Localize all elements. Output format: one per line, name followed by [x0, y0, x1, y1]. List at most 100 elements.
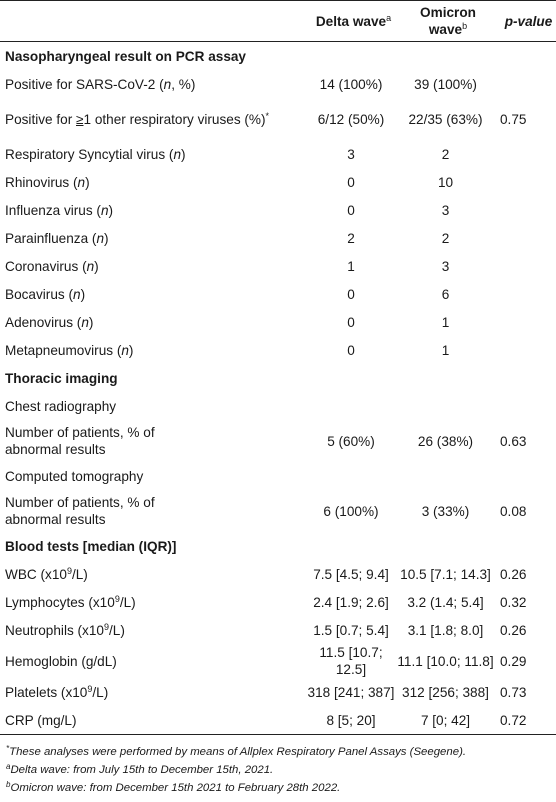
table-row: Metapneumovirus (n) 0 1: [0, 336, 556, 364]
row-label: Positive for SARS-CoV-2 (n, %): [5, 76, 196, 92]
delta-value: 8 [5; 20]: [307, 706, 395, 735]
table-row: Lymphocytes (x109/L) 2.4 [1.9; 2.6] 3.2 …: [0, 588, 556, 616]
row-label: Number of patients, % of abnormal result…: [5, 425, 155, 457]
delta-value: 0: [347, 342, 355, 358]
row-label: Positive for ≥1 other respiratory viruse…: [5, 110, 270, 127]
omicron-value: 39 (100%): [414, 76, 477, 92]
p-value: [496, 280, 556, 308]
header-empty: [0, 0, 307, 42]
omicron-value: 11.1 [10.0; 11.8]: [397, 653, 494, 669]
delta-value: 14 (100%): [319, 76, 383, 92]
delta-value: 6 (100%): [323, 503, 379, 519]
p-value: [496, 196, 556, 224]
row-label: Platelets (x109/L): [5, 683, 109, 700]
table-row: Influenza virus (n) 0 3: [0, 196, 556, 224]
p-value: 0.73: [500, 684, 527, 700]
p-value: [496, 252, 556, 280]
header-row: Delta wavea Omicron waveb p-value: [0, 0, 556, 42]
table-row: CRP (mg/L) 8 [5; 20] 7 [0; 42] 0.72: [0, 706, 556, 735]
subsection-label: Chest radiography: [5, 398, 117, 414]
omicron-value: 26 (38%): [417, 433, 474, 449]
omicron-value: 2: [441, 230, 450, 246]
section-nasopharyngeal: Nasopharyngeal result on PCR assay: [5, 48, 246, 64]
p-value: 0.75: [500, 111, 527, 127]
p-value: [496, 224, 556, 252]
p-value: 0.63: [500, 433, 527, 449]
omicron-value: 3.1 [1.8; 8.0]: [407, 622, 484, 638]
delta-value: 0: [347, 314, 355, 330]
row-label: Bocavirus (n): [5, 286, 86, 302]
data-table: Delta wavea Omicron waveb p-value Nasoph…: [0, 0, 556, 735]
footnote-b: bOmicron wave: from December 15th 2021 t…: [6, 780, 341, 795]
p-value: 0.08: [500, 503, 527, 519]
p-value: [496, 140, 556, 168]
omicron-value: 1: [441, 314, 450, 330]
delta-value: 318 [241; 387]: [307, 684, 395, 700]
row-label: Coronavirus (n): [5, 258, 99, 274]
row-label: CRP (mg/L): [0, 706, 307, 735]
row-label: Adenovirus (n): [5, 314, 94, 330]
table-row: Adenovirus (n) 0 1: [0, 308, 556, 336]
footnotes: *These analyses were performed by means …: [0, 735, 556, 797]
delta-value: 3: [347, 146, 355, 162]
omicron-value: 2: [441, 146, 450, 162]
subsection-label: Computed tomography: [5, 468, 144, 484]
p-value: [496, 168, 556, 196]
delta-value: 2: [347, 230, 355, 246]
omicron-value: 3.2 (1.4; 5.4]: [407, 594, 484, 610]
p-value: 0.26: [500, 622, 527, 638]
omicron-value: 6: [441, 286, 450, 302]
omicron-value: 312 [256; 388]: [402, 684, 489, 700]
table-row: Computed tomography: [0, 462, 556, 490]
delta-value: 0: [347, 286, 355, 302]
p-value: 0.26: [500, 566, 527, 582]
table-row: Respiratory Syncytial virus (n) 3 2: [0, 140, 556, 168]
delta-value: 0: [347, 202, 355, 218]
row-label: Rhinovirus (n): [5, 174, 90, 190]
table-row: Coronavirus (n) 1 3: [0, 252, 556, 280]
row-label: Metapneumovirus (n): [5, 342, 134, 358]
table-row: Parainfluenza (n) 2 2: [0, 224, 556, 252]
delta-value: 1: [347, 258, 355, 274]
omicron-value: 10: [437, 174, 454, 190]
footnote-star: *These analyses were performed by means …: [6, 744, 467, 759]
omicron-value: 3 (33%): [421, 503, 470, 519]
delta-value: 5 (60%): [327, 433, 375, 449]
row-label: Respiratory Syncytial virus (n): [5, 146, 186, 162]
header-omicron: Omicron waveb: [395, 0, 496, 42]
header-delta: Delta wavea: [307, 0, 395, 42]
table-row: Bocavirus (n) 0 6: [0, 280, 556, 308]
row-label: Lymphocytes (x109/L): [5, 593, 136, 610]
table-row: Chest radiography: [0, 392, 556, 420]
p-value: 0.72: [496, 706, 556, 735]
table-row: Neutrophils (x109/L) 1.5 [0.7; 5.4] 3.1 …: [0, 616, 556, 644]
table-row: Hemoglobin (g/dL) 11.5 [10.7; 12.5] 11.1…: [0, 644, 556, 678]
row-label: Hemoglobin (g/dL): [5, 653, 117, 669]
p-value: 0.29: [500, 653, 527, 669]
table-row: Number of patients, % of abnormal result…: [0, 490, 556, 532]
omicron-value: 1: [441, 342, 450, 358]
row-label: Influenza virus (n): [5, 202, 114, 218]
table-row: Positive for SARS-CoV-2 (n, %) 14 (100%)…: [0, 70, 556, 98]
omicron-value: 3: [441, 202, 450, 218]
delta-value: 11.5 [10.7; 12.5]: [319, 645, 383, 677]
section-thoracic: Thoracic imaging: [5, 370, 118, 386]
omicron-value: 22/35 (63%): [408, 111, 483, 127]
table-row: Platelets (x109/L) 318 [241; 387] 312 [2…: [0, 678, 556, 706]
p-value: [496, 70, 556, 98]
row-label: Neutrophils (x109/L): [5, 621, 125, 638]
p-value: [496, 336, 556, 364]
omicron-value: 7 [0; 42]: [395, 706, 496, 735]
table-row: WBC (x109/L) 7.5 [4.5; 9.4] 10.5 [7.1; 1…: [0, 560, 556, 588]
delta-value: 6/12 (50%): [317, 111, 385, 127]
delta-value: 0: [347, 174, 355, 190]
row-label: Parainfluenza (n): [5, 230, 109, 246]
row-label: Number of patients, % of abnormal result…: [5, 495, 155, 527]
delta-value: 1.5 [0.7; 5.4]: [313, 622, 389, 638]
section-blood: Blood tests [median (IQR)]: [5, 538, 177, 554]
delta-value: 2.4 [1.9; 2.6]: [313, 594, 389, 610]
row-label: WBC (x109/L): [5, 565, 88, 582]
footnote-a: aDelta wave: from July 15th to December …: [6, 762, 274, 777]
table-row: Rhinovirus (n) 0 10: [0, 168, 556, 196]
